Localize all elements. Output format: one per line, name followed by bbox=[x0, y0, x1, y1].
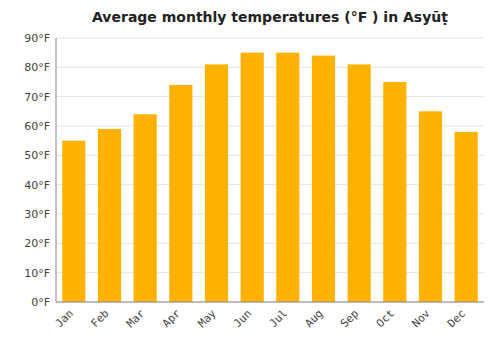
x-tick-label: Apr bbox=[160, 307, 184, 331]
bar bbox=[276, 53, 299, 302]
grid-line bbox=[56, 302, 484, 303]
bar bbox=[98, 129, 121, 302]
y-tick-label: 20°F bbox=[24, 237, 50, 250]
x-tick-label: Nov bbox=[409, 307, 433, 331]
bar bbox=[419, 111, 442, 302]
y-tick-label: 50°F bbox=[24, 149, 50, 162]
grid-line bbox=[56, 67, 484, 68]
x-tick-label: Jan bbox=[53, 307, 76, 330]
x-tick-label: Feb bbox=[88, 307, 111, 330]
x-axis-line bbox=[56, 302, 484, 303]
x-tick-label: Jul bbox=[267, 307, 290, 330]
bar bbox=[455, 132, 478, 302]
bar bbox=[312, 56, 335, 302]
x-tick-label: Dec bbox=[445, 307, 468, 330]
grid-line bbox=[56, 96, 484, 97]
x-tick-label: Aug bbox=[302, 307, 325, 330]
bar bbox=[383, 82, 406, 302]
bar bbox=[62, 141, 85, 302]
y-tick-label: 90°F bbox=[24, 32, 50, 45]
y-axis: 0°F 10°F 20°F 30°F 40°F 50°F 60°F 70°F 80°F 90°F bbox=[24, 32, 50, 309]
x-axis: Jan Feb Mar Apr May Jun Jul Aug Sep Oct Nov Dec bbox=[53, 307, 469, 331]
bar bbox=[241, 53, 264, 302]
y-tick-label: 30°F bbox=[24, 208, 50, 221]
y-tick-label: 40°F bbox=[24, 179, 50, 192]
x-tick-label: Oct bbox=[374, 307, 397, 330]
x-tick-label: May bbox=[195, 307, 219, 331]
bar bbox=[169, 85, 192, 302]
y-tick-label: 0°F bbox=[31, 296, 50, 309]
y-tick-label: 80°F bbox=[24, 61, 50, 74]
grid bbox=[56, 38, 484, 302]
y-tick-label: 60°F bbox=[24, 120, 50, 133]
bar bbox=[205, 64, 228, 302]
x-tick-label: Mar bbox=[124, 307, 148, 331]
chart: Average monthly temperatures (°F ) in As… bbox=[0, 0, 500, 350]
y-tick-label: 10°F bbox=[24, 267, 50, 280]
title: Average monthly temperatures (°F ) in As… bbox=[92, 9, 448, 25]
bar bbox=[348, 64, 371, 302]
x-tick-label: Jun bbox=[231, 307, 254, 330]
x-tick-label: Sep bbox=[338, 307, 361, 330]
y-tick-label: 70°F bbox=[24, 91, 50, 104]
y-axis-line bbox=[56, 38, 57, 302]
grid-line bbox=[56, 38, 484, 39]
bars bbox=[62, 53, 478, 302]
bar bbox=[134, 114, 157, 302]
